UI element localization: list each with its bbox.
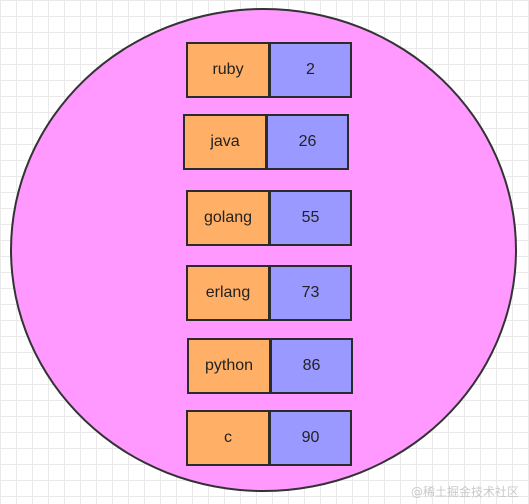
entry-value: 55 [269, 190, 352, 246]
watermark: @稀土掘金技术社区 [410, 485, 519, 499]
entry-row: ruby 2 [186, 42, 352, 98]
entry-key: python [187, 338, 271, 394]
entry-value: 2 [269, 42, 352, 98]
entry-key: erlang [186, 265, 270, 321]
entry-row: c 90 [186, 410, 352, 466]
entry-key: golang [186, 190, 270, 246]
entry-value: 26 [266, 114, 349, 170]
entry-row: golang 55 [186, 190, 352, 246]
entry-value: 90 [269, 410, 352, 466]
entry-row: erlang 73 [186, 265, 352, 321]
entry-row: python 86 [187, 338, 353, 394]
entry-key: java [183, 114, 267, 170]
entry-key: c [186, 410, 270, 466]
entry-key: ruby [186, 42, 270, 98]
entry-value: 73 [269, 265, 352, 321]
entry-row: java 26 [183, 114, 349, 170]
entry-value: 86 [270, 338, 353, 394]
